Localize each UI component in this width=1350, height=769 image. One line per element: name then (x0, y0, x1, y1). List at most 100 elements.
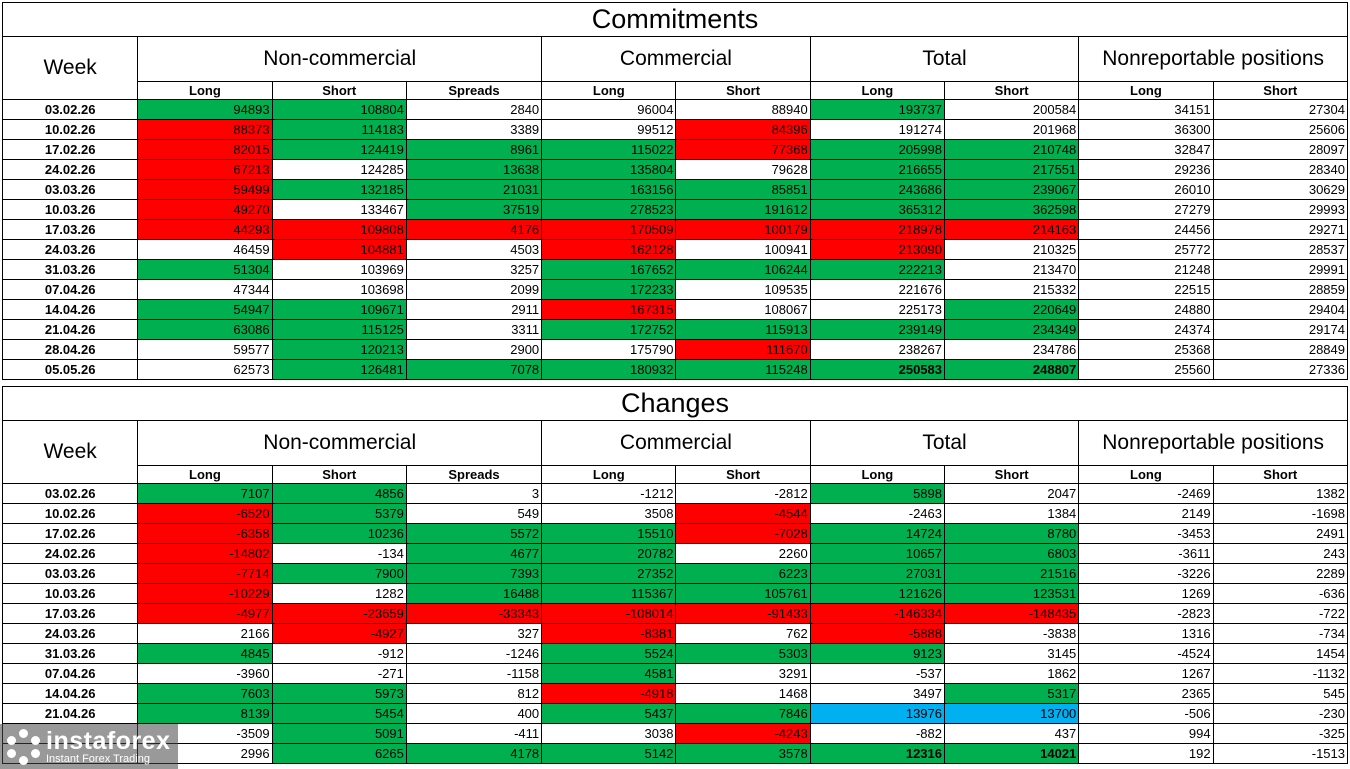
table-row: 14.04.26 54947 109671 2911 167315 108067 22517… (1, 299, 1349, 320)
value-cell: 2099 (405, 279, 543, 300)
value-cell: 15510 (541, 523, 677, 544)
week-cell: 10.02.26 (1, 503, 139, 524)
value-cell: 115125 (271, 319, 407, 340)
value-cell: 104881 (271, 239, 407, 260)
watermark-tagline: Instant Forex Trading (46, 752, 150, 765)
value-cell: 218978 (809, 219, 946, 240)
value-cell: 400 (405, 703, 543, 724)
value-cell: -134 (271, 543, 407, 564)
value-cell: 210325 (943, 239, 1080, 260)
table-row: 07.04.26 47344 103698 2099 172233 109535 22167… (1, 279, 1349, 300)
table-body: 03.02.26 7107 4856 3 -1212 -2812 5898 2047 -2469… (1, 483, 1349, 764)
week-cell: 10.02.26 (1, 119, 139, 140)
group-header-total: Total (809, 36, 1080, 82)
value-cell: -3838 (943, 623, 1080, 644)
subheader-cell: Long (809, 465, 946, 484)
value-cell: 5379 (271, 503, 407, 524)
value-cell: 124285 (271, 159, 407, 180)
value-cell: 51304 (137, 259, 273, 280)
value-cell: 46459 (137, 239, 273, 260)
week-cell: 24.03.26 (1, 623, 139, 644)
value-cell: -2463 (809, 503, 946, 524)
value-cell: 549 (405, 503, 543, 524)
value-cell: 243 (1212, 543, 1349, 564)
week-cell: 17.02.26 (1, 139, 139, 160)
value-cell: 124419 (271, 139, 407, 160)
value-cell: -1158 (405, 663, 543, 684)
value-cell: 120213 (271, 339, 407, 360)
table-row: 28.04.26 59577 120213 2900 175790 111670 23826… (1, 339, 1349, 360)
value-cell: 278523 (541, 199, 677, 220)
subheader-row: Long Short Spreads Long Short Long Short Long Sh… (3, 465, 1349, 484)
value-cell: -148435 (943, 603, 1080, 624)
value-cell: 201968 (943, 119, 1080, 140)
table-row: 24.03.26 2166 -4927 327 -8381 762 -5888 -3838 13… (1, 623, 1349, 644)
value-cell: 27352 (541, 563, 677, 584)
week-cell: 24.02.26 (1, 543, 139, 564)
subheader-cell: Spreads (405, 465, 543, 484)
value-cell: 1282 (271, 583, 407, 604)
group-header-noncommercial: Non-commercial (137, 36, 543, 82)
value-cell: 5524 (541, 643, 677, 664)
value-cell: 248807 (943, 359, 1080, 380)
table-row: -3509 5091 -411 3038 -4243 -882 437 994 -325 (1, 723, 1349, 744)
value-cell: 762 (675, 623, 811, 644)
week-cell: 03.03.26 (1, 563, 139, 584)
value-cell: 7846 (675, 703, 811, 724)
value-cell: 84396 (675, 119, 811, 140)
value-cell: -1698 (1212, 503, 1349, 524)
value-cell: 59499 (137, 179, 273, 200)
week-cell: 21.04.26 (1, 319, 139, 340)
week-cell: 10.03.26 (1, 583, 139, 604)
value-cell: 100179 (675, 219, 811, 240)
value-cell: 239067 (943, 179, 1080, 200)
value-cell: 1468 (675, 683, 811, 704)
value-cell: -912 (271, 643, 407, 664)
value-cell: -1246 (405, 643, 543, 664)
week-cell: 14.04.26 (1, 299, 139, 320)
value-cell: 243686 (809, 179, 946, 200)
value-cell: 123531 (943, 583, 1080, 604)
value-cell: 216655 (809, 159, 946, 180)
value-cell: 8780 (943, 523, 1080, 544)
value-cell: 29174 (1212, 319, 1349, 340)
subheader-cell: Short (675, 81, 811, 100)
value-cell: 25368 (1078, 339, 1214, 360)
value-cell: 250583 (809, 359, 946, 380)
value-cell: 14021 (943, 743, 1080, 764)
table-row: 24.03.26 46459 104881 4503 162128 100941 21309… (1, 239, 1349, 260)
value-cell: 2047 (943, 483, 1080, 504)
value-cell: 191274 (809, 119, 946, 140)
value-cell: 27279 (1078, 199, 1214, 220)
value-cell: -230 (1212, 703, 1349, 724)
table-body: 03.02.26 94893 108804 2840 96004 88940 193737 2… (1, 99, 1349, 380)
value-cell: 63086 (137, 319, 273, 340)
value-cell: 105761 (675, 583, 811, 604)
value-cell: 3 (405, 483, 543, 504)
value-cell: 7107 (137, 483, 273, 504)
table-row: 03.02.26 94893 108804 2840 96004 88940 193737 2… (1, 99, 1349, 120)
group-header-noncommercial: Non-commercial (137, 420, 543, 466)
value-cell: 24374 (1078, 319, 1214, 340)
value-cell: 25560 (1078, 359, 1214, 380)
week-cell: 17.03.26 (1, 219, 139, 240)
value-cell: -4544 (675, 503, 811, 524)
week-cell: 05.05.26 (1, 359, 139, 380)
subheader-cell: Long (541, 81, 677, 100)
value-cell: 16488 (405, 583, 543, 604)
instaforex-logo-icon (6, 728, 42, 765)
value-cell: 2491 (1212, 523, 1349, 544)
value-cell: 26010 (1078, 179, 1214, 200)
subheader-cell: Short (1212, 81, 1349, 100)
value-cell: 5091 (271, 723, 407, 744)
subheader-cell: Long (809, 81, 946, 100)
value-cell: 213470 (943, 259, 1080, 280)
value-cell: 327 (405, 623, 543, 644)
value-cell: -14802 (137, 543, 273, 564)
value-cell: 135804 (541, 159, 677, 180)
table-row: 31.03.26 51304 103969 3257 167652 106244 22221… (1, 259, 1349, 280)
value-cell: 88940 (675, 99, 811, 120)
value-cell: 5437 (541, 703, 677, 724)
value-cell: 225173 (809, 299, 946, 320)
value-cell: 172233 (541, 279, 677, 300)
